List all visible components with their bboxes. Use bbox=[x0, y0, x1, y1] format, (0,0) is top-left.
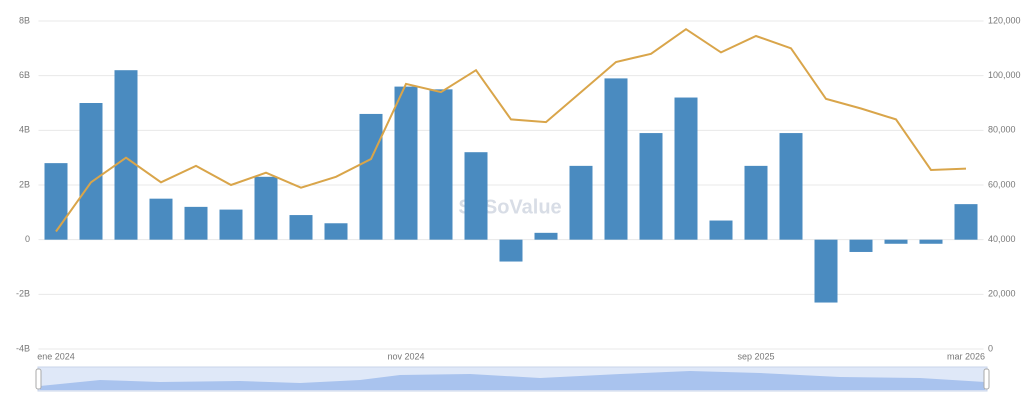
y2-tick-label: 120,000 bbox=[988, 15, 1021, 25]
bar bbox=[919, 239, 943, 244]
bar bbox=[184, 206, 208, 240]
y-tick-label: -2B bbox=[16, 289, 30, 299]
y-tick-label: 0 bbox=[25, 234, 30, 244]
bar bbox=[639, 133, 663, 240]
y2-tick-label: 100,000 bbox=[988, 70, 1021, 80]
bar bbox=[324, 223, 348, 240]
bar bbox=[44, 163, 68, 240]
bar bbox=[569, 165, 593, 240]
bar bbox=[709, 220, 733, 240]
y2-tick-label: 60,000 bbox=[988, 179, 1016, 189]
bar bbox=[149, 198, 173, 240]
x-tick-label: mar 2026 bbox=[947, 351, 985, 361]
y2-tick-label: 80,000 bbox=[988, 125, 1016, 135]
y-tick-label: 8B bbox=[19, 15, 30, 25]
bar bbox=[884, 239, 908, 244]
bar bbox=[499, 239, 523, 262]
y2-tick-label: 40,000 bbox=[988, 234, 1016, 244]
bar bbox=[429, 89, 453, 240]
bar bbox=[79, 103, 103, 240]
bar bbox=[534, 232, 558, 240]
bar bbox=[779, 133, 803, 240]
navigator bbox=[35, 366, 990, 392]
y-tick-label: 4B bbox=[19, 125, 30, 135]
bar bbox=[954, 204, 978, 240]
x-tick-label: ene 2024 bbox=[37, 351, 75, 361]
y-tick-label: 2B bbox=[19, 179, 30, 189]
bar bbox=[114, 70, 138, 240]
bar bbox=[849, 239, 873, 252]
bar bbox=[359, 113, 383, 240]
bar bbox=[254, 176, 278, 240]
bar bbox=[744, 165, 768, 240]
bar bbox=[604, 78, 628, 240]
y2-tick-label: 20,000 bbox=[988, 289, 1016, 299]
bar bbox=[674, 97, 698, 240]
bar bbox=[289, 215, 313, 240]
y-tick-label: 6B bbox=[19, 70, 30, 80]
line bbox=[55, 27, 967, 233]
x-tick-label: nov 2024 bbox=[387, 351, 424, 361]
bar bbox=[814, 239, 838, 303]
bar bbox=[464, 152, 488, 240]
navigator-handle[interactable] bbox=[35, 368, 42, 390]
navigator-handle[interactable] bbox=[983, 368, 990, 390]
y2-tick-label: 0 bbox=[988, 343, 993, 353]
x-tick-label: sep 2025 bbox=[737, 351, 774, 361]
y-tick-label: -4B bbox=[16, 343, 30, 353]
bar bbox=[219, 209, 243, 240]
bar bbox=[394, 86, 418, 240]
navigator-area bbox=[40, 371, 985, 390]
